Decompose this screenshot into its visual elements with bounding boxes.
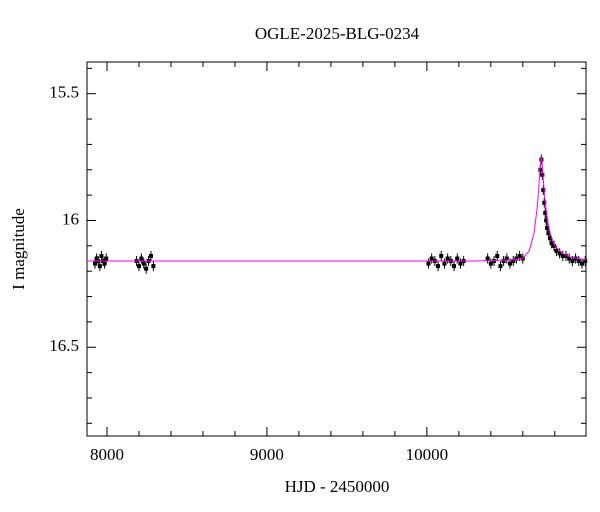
data-point — [501, 259, 506, 264]
data-point — [495, 253, 500, 258]
x-tick-label: 8000 — [90, 445, 124, 464]
data-point — [541, 188, 546, 193]
data-point — [452, 264, 457, 269]
data-point — [514, 256, 519, 261]
data-point — [498, 264, 503, 269]
data-point — [543, 210, 548, 215]
data-point — [488, 261, 493, 266]
plot-frame — [86, 61, 587, 437]
data-point — [429, 256, 434, 261]
data-point — [139, 256, 144, 261]
data-point — [442, 261, 447, 266]
data-point — [554, 248, 559, 253]
data-point — [517, 253, 522, 258]
data-point — [549, 241, 554, 246]
data-point — [552, 243, 557, 248]
data-point — [141, 261, 146, 266]
data-point — [544, 218, 549, 223]
y-tick-label: 15.5 — [49, 83, 79, 102]
data-point — [97, 264, 102, 269]
data-point — [546, 231, 551, 236]
y-tick-label: 16 — [62, 209, 79, 228]
data-point — [545, 226, 550, 231]
data-point — [576, 259, 581, 264]
chart-title: OGLE-2025-BLG-0234 — [255, 24, 420, 43]
data-point — [99, 253, 104, 258]
data-point — [557, 251, 562, 256]
data-point — [540, 172, 545, 177]
data-point — [439, 253, 444, 258]
data-point — [583, 259, 588, 264]
data-point — [508, 261, 513, 266]
data-point — [511, 259, 516, 264]
data-point — [148, 253, 153, 258]
y-tick-label: 16.5 — [49, 336, 79, 355]
data-point — [455, 256, 460, 261]
data-point — [564, 253, 569, 258]
data-point — [426, 261, 431, 266]
data-point — [94, 256, 99, 261]
data-point — [445, 256, 450, 261]
data-point — [458, 261, 463, 266]
data-point — [548, 236, 553, 241]
data-point — [580, 261, 585, 266]
data-point — [151, 264, 156, 269]
data-point — [485, 256, 490, 261]
data-point — [104, 256, 109, 261]
data-point — [144, 266, 149, 271]
data-point — [504, 256, 509, 261]
data-point — [436, 264, 441, 269]
data-point — [570, 259, 575, 264]
x-tick-label: 9000 — [250, 445, 284, 464]
y-axis-label: I magnitude — [9, 208, 28, 290]
x-tick-label: 10000 — [406, 445, 449, 464]
data-point — [492, 259, 497, 264]
data-point — [136, 264, 141, 269]
data-point — [567, 256, 572, 261]
model-curve — [87, 156, 587, 262]
data-point — [542, 200, 547, 205]
data-point — [560, 253, 565, 258]
data-point — [92, 261, 97, 266]
data-point — [102, 261, 107, 266]
x-axis-label: HJD - 2450000 — [285, 477, 390, 496]
